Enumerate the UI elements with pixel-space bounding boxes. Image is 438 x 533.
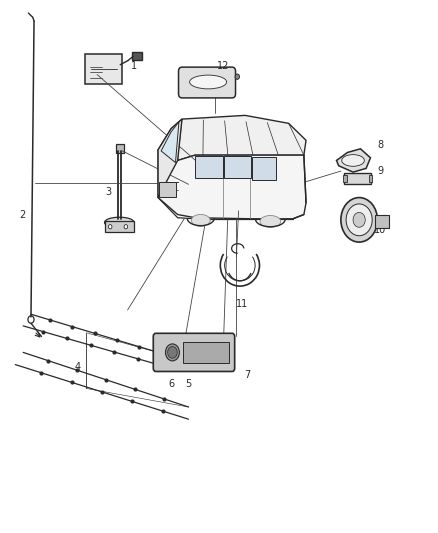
Polygon shape — [158, 115, 306, 160]
FancyBboxPatch shape — [105, 221, 134, 232]
Circle shape — [346, 204, 372, 236]
Circle shape — [235, 74, 240, 79]
Ellipse shape — [260, 215, 281, 228]
Text: 7: 7 — [244, 370, 251, 380]
FancyBboxPatch shape — [153, 333, 235, 372]
Ellipse shape — [166, 344, 180, 361]
FancyBboxPatch shape — [343, 175, 347, 182]
Text: 9: 9 — [377, 166, 383, 176]
Polygon shape — [336, 149, 371, 172]
Circle shape — [109, 224, 112, 229]
Circle shape — [28, 316, 34, 323]
Ellipse shape — [191, 214, 210, 227]
FancyBboxPatch shape — [132, 52, 141, 60]
FancyBboxPatch shape — [184, 342, 229, 363]
Ellipse shape — [168, 346, 177, 358]
Polygon shape — [158, 119, 182, 198]
FancyBboxPatch shape — [85, 54, 121, 84]
FancyBboxPatch shape — [224, 156, 251, 179]
Circle shape — [341, 198, 378, 242]
Ellipse shape — [342, 155, 364, 166]
Text: 4: 4 — [74, 362, 81, 372]
FancyBboxPatch shape — [195, 156, 223, 179]
FancyBboxPatch shape — [369, 175, 372, 182]
FancyBboxPatch shape — [179, 67, 236, 98]
FancyBboxPatch shape — [375, 215, 389, 228]
Text: 2: 2 — [19, 209, 25, 220]
Polygon shape — [161, 122, 179, 163]
Text: 5: 5 — [185, 379, 192, 389]
Circle shape — [353, 213, 365, 227]
Circle shape — [124, 224, 127, 229]
FancyBboxPatch shape — [252, 157, 276, 180]
Text: 12: 12 — [217, 61, 230, 71]
Text: 3: 3 — [105, 187, 111, 197]
Text: 11: 11 — [236, 298, 248, 309]
Text: 1: 1 — [131, 61, 137, 71]
Ellipse shape — [105, 217, 134, 228]
Ellipse shape — [190, 75, 226, 89]
FancyBboxPatch shape — [344, 173, 371, 184]
Polygon shape — [158, 150, 306, 219]
FancyBboxPatch shape — [159, 182, 176, 197]
Text: 10: 10 — [374, 225, 386, 236]
Text: 6: 6 — [168, 379, 174, 389]
Text: 8: 8 — [377, 140, 383, 150]
FancyBboxPatch shape — [116, 144, 124, 152]
